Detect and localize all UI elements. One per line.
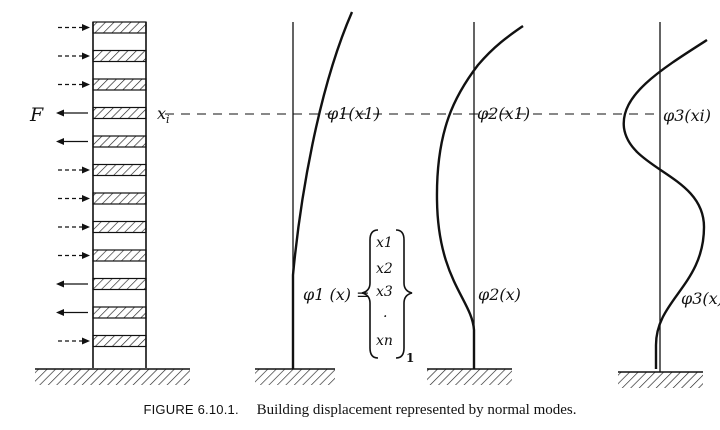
vector-entry-dots: . — [383, 305, 388, 321]
force-arrow — [56, 109, 88, 117]
floor-slab — [92, 49, 147, 63]
force-arrow — [58, 52, 90, 60]
floor-slab — [92, 220, 147, 234]
force-arrow — [58, 223, 90, 231]
mode1-lower-label: φ1 (x) = — [303, 285, 370, 304]
force-arrow — [56, 138, 88, 145]
force-arrow — [58, 252, 90, 259]
mode2-lower-label: φ2(x) — [478, 285, 521, 304]
mode3-level-label: φ3(xi) — [663, 106, 712, 125]
vector-entry-n: xn — [376, 333, 393, 349]
mode2-shape-curve — [435, 25, 524, 369]
force-arrow — [56, 309, 88, 316]
mode3-shape-curve — [622, 38, 708, 369]
floor-slab — [92, 78, 147, 91]
floor-slab — [92, 306, 147, 319]
mode2-level-label: φ2(x1) — [477, 104, 531, 123]
mode1-shape-curve — [291, 11, 354, 369]
floor-slab — [92, 192, 147, 205]
floor-slab — [92, 21, 147, 34]
vector-brace — [361, 229, 413, 359]
floor-slab — [92, 106, 147, 120]
force-arrows — [56, 24, 90, 345]
figure-drawing — [35, 11, 708, 388]
vector-entry-1: x1 — [376, 235, 393, 251]
caption-number: FIGURE 6.10.1. — [143, 402, 239, 417]
floor-slab — [92, 277, 147, 291]
floor-slab — [92, 249, 147, 262]
caption-text: Building displacement represented by nor… — [256, 402, 577, 418]
force-arrow — [58, 24, 90, 31]
mode1-level-label: φ1(x1) — [327, 104, 381, 123]
level-label-var: x — [157, 104, 167, 123]
figure-caption: FIGURE 6.10.1. Building displacement rep… — [0, 402, 720, 419]
force-arrow — [58, 195, 90, 202]
vector-entry-3: x3 — [376, 284, 393, 300]
level-label-sub: i — [166, 113, 170, 127]
force-arrow — [58, 166, 90, 174]
ground-hatch — [35, 368, 703, 388]
force-arrow — [58, 81, 90, 88]
level-label: xi — [157, 104, 170, 127]
floor-slab — [92, 334, 147, 348]
floor-slab — [92, 135, 147, 148]
building-column — [92, 21, 147, 368]
vector-entry-2: x2 — [376, 261, 393, 277]
force-arrow — [56, 280, 88, 288]
mode3-lower-label: φ3(x) — [681, 289, 720, 308]
floor-slab — [92, 163, 147, 177]
vector-subscript: 1 — [406, 351, 415, 365]
force-label: F — [30, 104, 44, 126]
force-arrow — [58, 337, 90, 345]
